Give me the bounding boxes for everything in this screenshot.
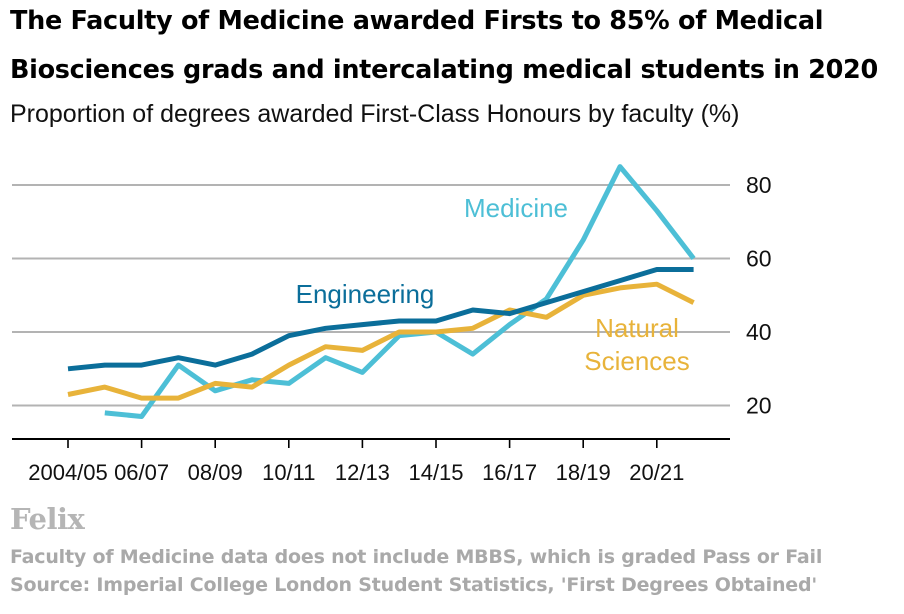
series-lines: [67, 164, 696, 419]
series-label-natural-sciences-1: Natural: [595, 313, 679, 343]
series-label-medicine: Medicine: [464, 193, 568, 223]
series-line-natural-sciences: [67, 281, 695, 401]
x-tick-label-10-11: 10/11: [262, 460, 315, 485]
y-tick-label-60: 60: [746, 246, 772, 272]
x-tick-label-06-07: 06/07: [114, 460, 169, 485]
series-line-medicine: [104, 164, 696, 419]
series-label-engineering: Engineering: [296, 279, 435, 309]
felix-logo: Felix: [10, 502, 85, 536]
x-axis-labels: 2004/05 06/07 08/09 10/11 12/13 14/15 16/17 18/…: [28, 460, 684, 485]
x-tick-label-16-17: 16/17: [482, 460, 537, 485]
y-axis-labels: 20 40 60 80: [746, 172, 772, 419]
y-tick-label-20: 20: [746, 393, 772, 419]
x-tick-label-18-19: 18/19: [556, 460, 611, 485]
y-tick-label-80: 80: [746, 172, 772, 198]
source-note: Source: Imperial College London Student …: [10, 574, 817, 596]
chart-subtitle: Proportion of degrees awarded First-Clas…: [10, 100, 740, 128]
x-tick-label-08-09: 08/09: [188, 460, 243, 485]
chart-title-line-1: The Faculty of Medicine awarded Firsts t…: [10, 6, 824, 36]
x-tick-label-14-15: 14/15: [408, 460, 463, 485]
series-label-natural-sciences-2: Sciences: [584, 346, 690, 376]
x-axis: [12, 438, 730, 448]
footnote: Faculty of Medicine data does not includ…: [10, 546, 823, 568]
y-tick-label-40: 40: [746, 319, 772, 345]
series-line-engineering: [67, 267, 694, 372]
chart-title-line-2: Biosciences grads and intercalating medi…: [10, 55, 878, 85]
x-tick-label-20-21: 20/21: [629, 460, 684, 485]
x-tick-label-12-13: 12/13: [335, 460, 390, 485]
x-tick-label-2004-05: 2004/05: [28, 460, 108, 485]
